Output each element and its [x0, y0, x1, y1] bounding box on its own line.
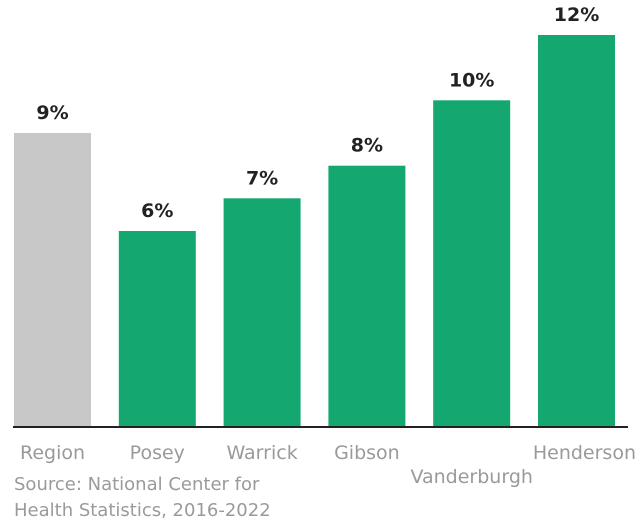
x-tick-label-gibson: Gibson — [334, 442, 400, 464]
x-tick-label-henderson: Henderson — [533, 442, 636, 464]
bar-posey — [118, 231, 196, 427]
x-tick-label-warrick: Warrick — [226, 442, 297, 464]
x-tick-label-vanderburgh: Vanderburgh — [410, 466, 532, 488]
bar-henderson — [538, 35, 615, 427]
x-tick-label-region: Region — [20, 442, 85, 464]
value-label-vanderburgh: 10% — [449, 69, 494, 91]
bar-warrick — [223, 198, 301, 427]
value-label-region: 9% — [36, 102, 68, 124]
source-line-1: Source: National Center for — [14, 474, 260, 495]
value-label-gibson: 8% — [351, 135, 383, 157]
value-label-warrick: 7% — [246, 167, 278, 189]
x-tick-label-posey: Posey — [130, 442, 185, 464]
bar-vanderburgh — [433, 100, 511, 428]
bar-gibson — [328, 165, 406, 427]
value-label-posey: 6% — [141, 200, 173, 222]
bars-group: 9% Region 6% Posey 7% Warrick 8% Gibson 10% Vande… — [14, 4, 636, 488]
source-line-2: Health Statistics, 2016-2022 — [14, 500, 271, 521]
bar-region — [14, 133, 91, 427]
source-note: Source: National Center for Health Stati… — [14, 472, 334, 524]
value-label-henderson: 12% — [554, 4, 599, 26]
